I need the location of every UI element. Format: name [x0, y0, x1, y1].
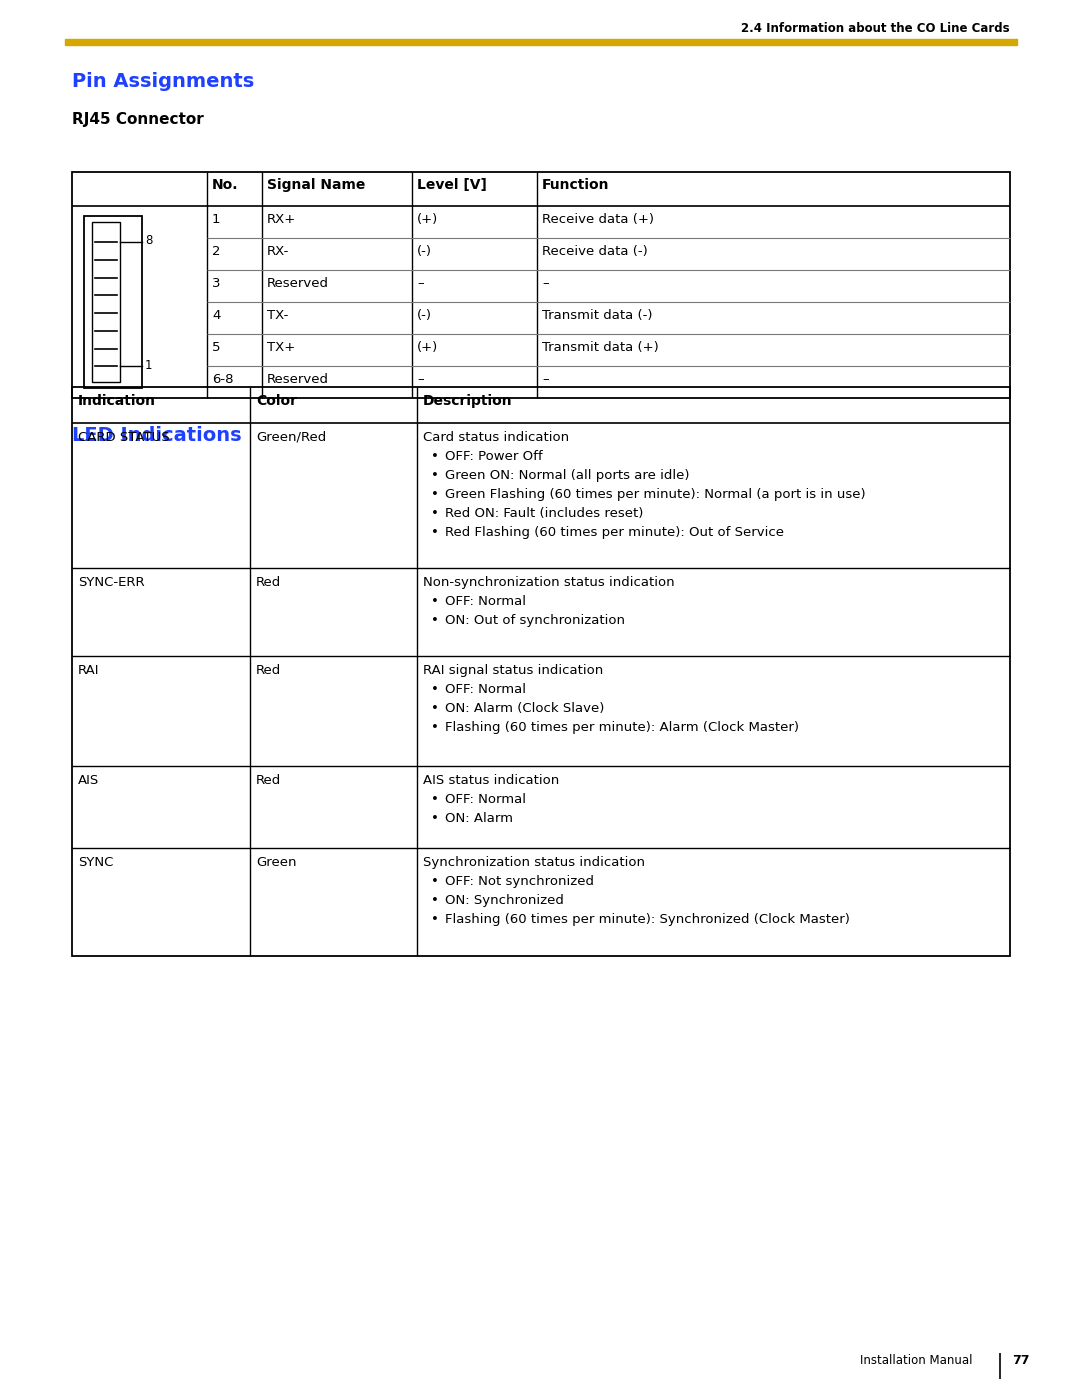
Text: 2.4 Information about the CO Line Cards: 2.4 Information about the CO Line Cards	[741, 22, 1010, 35]
Bar	[72, 387, 1010, 956]
Text: RAI signal status indication: RAI signal status indication	[423, 664, 604, 678]
Text: –: –	[417, 373, 423, 386]
Text: Description: Description	[423, 394, 513, 408]
Text: (+): (+)	[417, 341, 438, 353]
Text: •: •	[431, 527, 438, 539]
Text: 1: 1	[212, 212, 220, 226]
Text: Red: Red	[256, 664, 281, 678]
Text: Red ON: Fault (includes reset): Red ON: Fault (includes reset)	[445, 507, 644, 520]
Text: 77: 77	[1012, 1354, 1029, 1368]
Text: CARD STATUS: CARD STATUS	[78, 432, 170, 444]
Text: 8: 8	[145, 235, 152, 247]
Text: Reserved: Reserved	[267, 277, 329, 291]
Text: Pin Assignments: Pin Assignments	[72, 73, 254, 91]
Text: Green Flashing (60 times per minute): Normal (a port is in use): Green Flashing (60 times per minute): No…	[445, 488, 866, 502]
Text: 2: 2	[212, 244, 220, 258]
Text: 5: 5	[212, 341, 220, 353]
Text: SYNC: SYNC	[78, 856, 113, 869]
Text: Function: Function	[542, 177, 609, 191]
Text: OFF: Normal: OFF: Normal	[445, 793, 526, 806]
Text: 3: 3	[212, 277, 220, 291]
Text: Installation Manual: Installation Manual	[860, 1354, 972, 1368]
Text: ON: Alarm (Clock Slave): ON: Alarm (Clock Slave)	[445, 703, 605, 715]
Text: Receive data (+): Receive data (+)	[542, 212, 654, 226]
Bar	[92, 222, 120, 381]
Text: •: •	[431, 450, 438, 462]
Text: AIS status indication: AIS status indication	[423, 774, 559, 787]
Bar	[84, 217, 141, 388]
Text: 6-8: 6-8	[212, 373, 233, 386]
Text: LED Indications: LED Indications	[72, 426, 242, 446]
Text: •: •	[431, 703, 438, 715]
Text: (-): (-)	[417, 309, 432, 321]
Text: Red: Red	[256, 576, 281, 590]
Text: Color: Color	[256, 394, 297, 408]
Text: TX-: TX-	[267, 309, 288, 321]
Text: 4: 4	[212, 309, 220, 321]
Text: •: •	[431, 615, 438, 627]
Bar	[65, 39, 1017, 45]
Text: •: •	[431, 894, 438, 907]
Text: •: •	[431, 469, 438, 482]
Text: Transmit data (+): Transmit data (+)	[542, 341, 659, 353]
Text: •: •	[431, 683, 438, 696]
Text: ON: Synchronized: ON: Synchronized	[445, 894, 564, 907]
Text: •: •	[431, 812, 438, 826]
Text: •: •	[431, 914, 438, 926]
Text: Card status indication: Card status indication	[423, 432, 569, 444]
Text: OFF: Not synchronized: OFF: Not synchronized	[445, 875, 594, 888]
Text: No.: No.	[212, 177, 239, 191]
Text: •: •	[431, 875, 438, 888]
Text: RJ45 Connector: RJ45 Connector	[72, 112, 204, 127]
Text: –: –	[542, 373, 549, 386]
Text: Signal Name: Signal Name	[267, 177, 365, 191]
Text: Green/Red: Green/Red	[256, 432, 326, 444]
Text: RAI: RAI	[78, 664, 99, 678]
Text: AIS: AIS	[78, 774, 99, 787]
Text: OFF: Normal: OFF: Normal	[445, 595, 526, 608]
Text: •: •	[431, 793, 438, 806]
Text: Level [V]: Level [V]	[417, 177, 487, 191]
Text: SYNC-ERR: SYNC-ERR	[78, 576, 145, 590]
Text: Flashing (60 times per minute): Synchronized (Clock Master): Flashing (60 times per minute): Synchron…	[445, 914, 850, 926]
Text: ON: Out of synchronization: ON: Out of synchronization	[445, 615, 625, 627]
Text: •: •	[431, 488, 438, 502]
Text: Receive data (-): Receive data (-)	[542, 244, 648, 258]
Text: Reserved: Reserved	[267, 373, 329, 386]
Text: Red: Red	[256, 774, 281, 787]
Text: OFF: Normal: OFF: Normal	[445, 683, 526, 696]
Text: Red Flashing (60 times per minute): Out of Service: Red Flashing (60 times per minute): Out …	[445, 527, 784, 539]
Text: –: –	[417, 277, 423, 291]
Text: Flashing (60 times per minute): Alarm (Clock Master): Flashing (60 times per minute): Alarm (C…	[445, 721, 799, 733]
Text: RX+: RX+	[267, 212, 296, 226]
Text: Indication: Indication	[78, 394, 156, 408]
Text: (+): (+)	[417, 212, 438, 226]
Text: RX-: RX-	[267, 244, 289, 258]
Text: Green: Green	[256, 856, 297, 869]
Text: 1: 1	[145, 359, 152, 372]
Text: Non-synchronization status indication: Non-synchronization status indication	[423, 576, 675, 590]
Text: Synchronization status indication: Synchronization status indication	[423, 856, 645, 869]
Text: TX+: TX+	[267, 341, 295, 353]
Text: Green ON: Normal (all ports are idle): Green ON: Normal (all ports are idle)	[445, 469, 689, 482]
Text: •: •	[431, 507, 438, 520]
Text: Transmit data (-): Transmit data (-)	[542, 309, 652, 321]
Bar	[72, 172, 1010, 398]
Text: (-): (-)	[417, 244, 432, 258]
Text: •: •	[431, 721, 438, 733]
Text: •: •	[431, 595, 438, 608]
Text: –: –	[542, 277, 549, 291]
Text: ON: Alarm: ON: Alarm	[445, 812, 513, 826]
Text: OFF: Power Off: OFF: Power Off	[445, 450, 542, 462]
